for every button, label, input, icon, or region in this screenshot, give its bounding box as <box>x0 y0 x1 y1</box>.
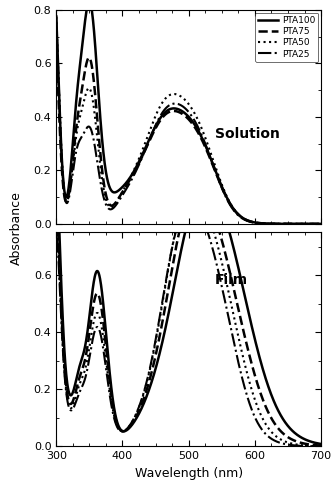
PTA25 <box>255 220 259 226</box>
PTA25 <box>319 443 323 449</box>
Line: PTA50: PTA50 <box>56 17 321 224</box>
PTA100 <box>71 144 74 150</box>
PTA25 <box>256 419 260 425</box>
PTA50 <box>71 163 74 169</box>
PTA100 <box>209 155 213 161</box>
PTA75 <box>223 191 227 197</box>
PTA50 <box>319 221 323 227</box>
PTA100 <box>282 418 286 424</box>
PTA75 <box>283 432 287 438</box>
PTA75 <box>196 188 200 194</box>
Line: PTA100: PTA100 <box>56 1 321 224</box>
Line: PTA100: PTA100 <box>56 153 321 444</box>
PTA100 <box>87 0 91 4</box>
PTA100 <box>255 345 259 351</box>
PTA50 <box>282 221 286 227</box>
PTA75 <box>71 399 74 405</box>
PTA100 <box>223 191 227 197</box>
PTA75 <box>215 222 219 228</box>
PTA75 <box>282 221 286 227</box>
PTA50 <box>215 242 219 248</box>
PTA50 <box>223 189 227 195</box>
PTA75 <box>71 160 74 166</box>
PTA75 <box>215 173 219 179</box>
Line: PTA25: PTA25 <box>56 205 321 446</box>
PTA100 <box>54 150 58 156</box>
PTA100 <box>256 220 260 226</box>
Line: PTA75: PTA75 <box>56 191 321 445</box>
PTA25 <box>71 407 74 413</box>
PTA100 <box>215 194 219 200</box>
PTA25 <box>71 172 74 178</box>
PTA25 <box>282 221 286 227</box>
PTA75 <box>209 203 213 209</box>
PTA50 <box>215 168 219 174</box>
PTA50 <box>283 438 287 444</box>
PTA25 <box>54 14 58 20</box>
PTA50 <box>191 189 195 195</box>
Text: Solution: Solution <box>215 127 280 141</box>
Text: Absorbance: Absorbance <box>10 191 23 265</box>
PTA50 <box>256 404 260 410</box>
PTA50 <box>54 202 58 208</box>
PTA50 <box>208 148 212 154</box>
PTA50 <box>223 274 227 280</box>
PTA75 <box>54 44 58 50</box>
Line: PTA75: PTA75 <box>56 47 321 224</box>
PTA50 <box>255 220 259 226</box>
PTA75 <box>208 155 212 161</box>
PTA100 <box>319 441 323 447</box>
PTA100 <box>54 13 58 19</box>
PTA50 <box>54 14 58 20</box>
PTA100 <box>208 185 212 191</box>
PTA75 <box>319 442 323 448</box>
PTA50 <box>209 217 213 223</box>
PTA25 <box>209 238 213 244</box>
PTA25 <box>283 441 287 447</box>
Legend: PTA100, PTA75, PTA50, PTA25: PTA100, PTA75, PTA50, PTA25 <box>255 12 318 62</box>
Line: PTA25: PTA25 <box>56 17 321 224</box>
X-axis label: Wavelength (nm): Wavelength (nm) <box>135 467 243 480</box>
PTA25 <box>223 300 227 306</box>
PTA25 <box>54 214 58 220</box>
PTA25 <box>223 192 227 198</box>
PTA75 <box>54 188 58 194</box>
PTA25 <box>189 202 193 208</box>
PTA50 <box>71 404 74 410</box>
PTA25 <box>208 153 212 159</box>
PTA25 <box>215 173 219 179</box>
PTA100 <box>283 221 287 227</box>
PTA50 <box>319 443 323 449</box>
PTA100 <box>71 390 74 396</box>
PTA75 <box>319 221 323 227</box>
Line: PTA50: PTA50 <box>56 192 321 446</box>
PTA100 <box>215 173 219 179</box>
PTA25 <box>215 264 219 270</box>
Text: Film: Film <box>215 272 248 287</box>
PTA75 <box>256 381 260 387</box>
PTA75 <box>255 220 259 226</box>
PTA25 <box>319 221 323 227</box>
PTA100 <box>319 221 323 227</box>
PTA100 <box>223 214 227 220</box>
PTA75 <box>223 250 227 256</box>
